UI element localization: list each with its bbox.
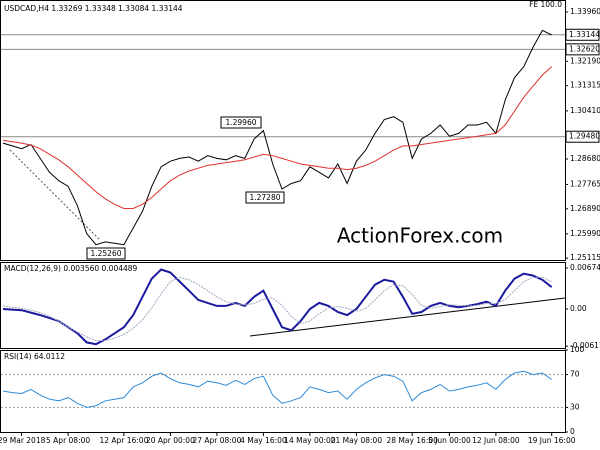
- x-tick-label: 29 Mar 2018: [0, 436, 46, 445]
- main-title: USDCAD,H4 1.33269 1.33348 1.33084 1.3314…: [4, 4, 183, 13]
- y-tick-label: 1.31315: [570, 81, 600, 90]
- annotation: 1.27280: [249, 193, 280, 202]
- series-line: [2, 370, 552, 408]
- x-tick-label: 14 May 00:00: [284, 436, 336, 445]
- y-tick-label: 0.006745: [570, 263, 600, 272]
- macd-trend-line: [249, 297, 566, 337]
- x-tick-label: 4 May 16:00: [240, 436, 287, 445]
- y-tick-label: 1.25115: [570, 253, 600, 262]
- y-tick-label: 100: [570, 345, 585, 354]
- x-tick-label: 12 Apr 16:00: [99, 436, 148, 445]
- main-panel: [0, 0, 566, 261]
- series-line: [2, 29, 552, 246]
- y-tick-label: 70: [570, 370, 580, 379]
- price-box-label: 1.29480: [569, 132, 600, 141]
- fe-label: FE 100.0: [529, 0, 562, 9]
- price-box: [565, 28, 600, 41]
- series-line: [2, 66, 553, 209]
- rsi-title: RSI(14) 64.0112: [4, 352, 65, 361]
- y-tick-label: 1.30410: [570, 106, 600, 115]
- x-tick-label: 28 May 16:00: [386, 436, 438, 445]
- price-box: [565, 43, 600, 56]
- macd-title: MACD(12,26,9) 0.003560 0.004489: [4, 264, 138, 273]
- price-box-label: 1.33144: [569, 30, 600, 39]
- y-tick-label: 1.27765: [570, 179, 600, 188]
- y-tick-label: 1.32190: [570, 56, 600, 65]
- trend-line: [9, 149, 101, 241]
- watermark: ActionForex.com: [337, 224, 503, 248]
- x-tick-label: 27 Apr 08:00: [192, 436, 241, 445]
- rsi-panel: [0, 350, 566, 433]
- y-tick-label: 0.00: [570, 304, 587, 313]
- y-tick-label: 1.28680: [570, 154, 600, 163]
- y-tick-label: 1.33960: [570, 7, 600, 16]
- annotation-box: [86, 247, 126, 260]
- x-tick-label: 19 Jun 16:00: [528, 436, 576, 445]
- price-box: [565, 130, 600, 143]
- y-tick-label: -0.006115: [570, 341, 600, 350]
- y-tick-label: 1.26890: [570, 204, 600, 213]
- y-tick-label: 1.25990: [570, 229, 600, 238]
- x-tick-label: 5 Apr 08:00: [46, 436, 90, 445]
- price-box-label: 1.32620: [569, 44, 600, 53]
- y-tick-label: 0: [570, 427, 575, 436]
- x-tick-label: 5 Jun 00:00: [428, 436, 471, 445]
- macd-panel: [0, 262, 566, 349]
- annotation-box: [245, 191, 285, 204]
- x-tick-label: 20 Apr 00:00: [146, 436, 195, 445]
- y-tick-label: 30: [570, 402, 580, 411]
- annotation: 1.29960: [225, 118, 256, 127]
- annotation: 1.25260: [90, 249, 121, 258]
- x-tick-label: 12 Jun 08:00: [472, 436, 520, 445]
- annotation-box: [220, 116, 262, 129]
- x-tick-label: 21 May 08:00: [331, 436, 383, 445]
- series-line: [2, 268, 553, 346]
